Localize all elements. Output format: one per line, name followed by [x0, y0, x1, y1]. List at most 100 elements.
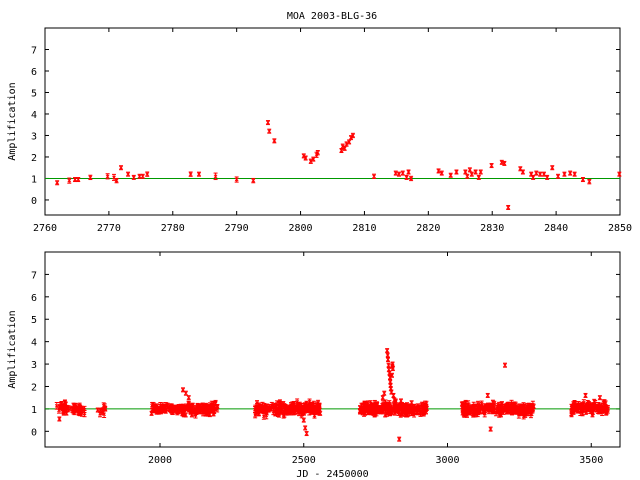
data-point — [514, 406, 519, 414]
data-point — [409, 175, 414, 182]
data-point — [581, 406, 586, 412]
data-point — [57, 416, 62, 422]
data-point — [393, 398, 398, 404]
data-point — [313, 407, 318, 413]
data-point — [502, 403, 507, 411]
data-point — [374, 409, 379, 417]
y-tick-label: 0 — [31, 427, 37, 438]
y-tick-label: 1 — [31, 174, 37, 185]
data-point — [388, 408, 393, 417]
data-point — [169, 407, 174, 413]
data-point — [405, 404, 410, 410]
data-point — [467, 167, 472, 173]
data-point — [114, 177, 119, 184]
data-point — [98, 407, 103, 413]
y-tick-label: 0 — [31, 196, 37, 207]
data-point — [145, 171, 150, 177]
data-point — [580, 177, 585, 183]
data-point — [251, 177, 256, 184]
y-axis-label: Amplification — [7, 310, 18, 388]
data-point — [55, 180, 60, 186]
data-point — [361, 402, 366, 408]
data-point — [277, 404, 282, 413]
data-point — [385, 357, 390, 363]
data-point — [486, 407, 491, 413]
data-point — [439, 170, 444, 176]
data-point — [358, 408, 363, 415]
data-point — [465, 173, 470, 179]
data-point — [105, 173, 110, 180]
data-point — [309, 409, 314, 415]
x-tick-label: 2500 — [292, 455, 316, 466]
data-point — [389, 389, 394, 395]
data-point — [507, 407, 512, 413]
data-point — [183, 390, 188, 396]
data-point — [72, 407, 77, 414]
data-point — [485, 392, 490, 398]
data-point — [593, 400, 598, 407]
data-point — [489, 163, 494, 169]
data-point — [521, 408, 526, 416]
data-point — [68, 405, 73, 411]
data-point — [366, 409, 371, 415]
y-tick-label: 5 — [31, 88, 37, 99]
data-point — [473, 169, 478, 175]
y-tick-label: 7 — [31, 270, 37, 281]
data-point — [509, 402, 514, 409]
y-tick-label: 2 — [31, 153, 37, 164]
data-point — [448, 172, 453, 178]
data-point — [409, 400, 414, 406]
data-point — [393, 170, 398, 176]
data-point — [271, 403, 276, 409]
data-point — [413, 406, 418, 412]
data-point — [416, 404, 421, 410]
data-point — [386, 362, 391, 368]
data-point — [76, 177, 81, 183]
y-tick-label: 1 — [31, 405, 37, 416]
data-point — [280, 406, 285, 414]
data-point — [576, 404, 581, 410]
data-point — [82, 409, 87, 418]
data-point — [399, 410, 404, 417]
data-point — [424, 405, 429, 411]
data-point — [212, 409, 217, 415]
data-point — [390, 366, 395, 372]
data-point — [587, 179, 592, 185]
data-point — [478, 169, 483, 175]
data-point — [131, 174, 136, 180]
plot-frame — [44, 27, 621, 216]
data-point — [466, 400, 471, 408]
data-point — [140, 173, 145, 179]
data-point — [371, 402, 376, 408]
data-point — [418, 409, 423, 416]
data-point — [461, 401, 466, 407]
data-point — [568, 170, 573, 176]
data-point — [200, 402, 205, 410]
data-point — [545, 174, 550, 180]
data-point — [526, 408, 531, 414]
data-point — [530, 405, 535, 411]
y-tick-label: 4 — [31, 110, 37, 121]
data-point — [213, 172, 218, 181]
data-point — [463, 169, 468, 175]
data-point — [342, 145, 347, 151]
data-point — [391, 407, 396, 413]
data-point — [196, 171, 201, 177]
data-point — [569, 412, 574, 418]
data-point — [475, 400, 480, 407]
data-point — [382, 390, 387, 396]
x-tick-label: 2800 — [289, 223, 313, 234]
data-point — [368, 400, 373, 407]
data-point — [255, 400, 260, 406]
data-point — [126, 171, 131, 177]
data-point — [471, 412, 476, 418]
data-point — [476, 174, 481, 180]
y-tick-label: 5 — [31, 315, 37, 326]
data-point — [380, 408, 385, 415]
data-point — [300, 409, 305, 417]
data-point — [102, 403, 107, 411]
data-point — [397, 408, 402, 416]
data-point — [397, 402, 402, 408]
data-point — [506, 204, 511, 210]
data-point — [597, 395, 602, 401]
